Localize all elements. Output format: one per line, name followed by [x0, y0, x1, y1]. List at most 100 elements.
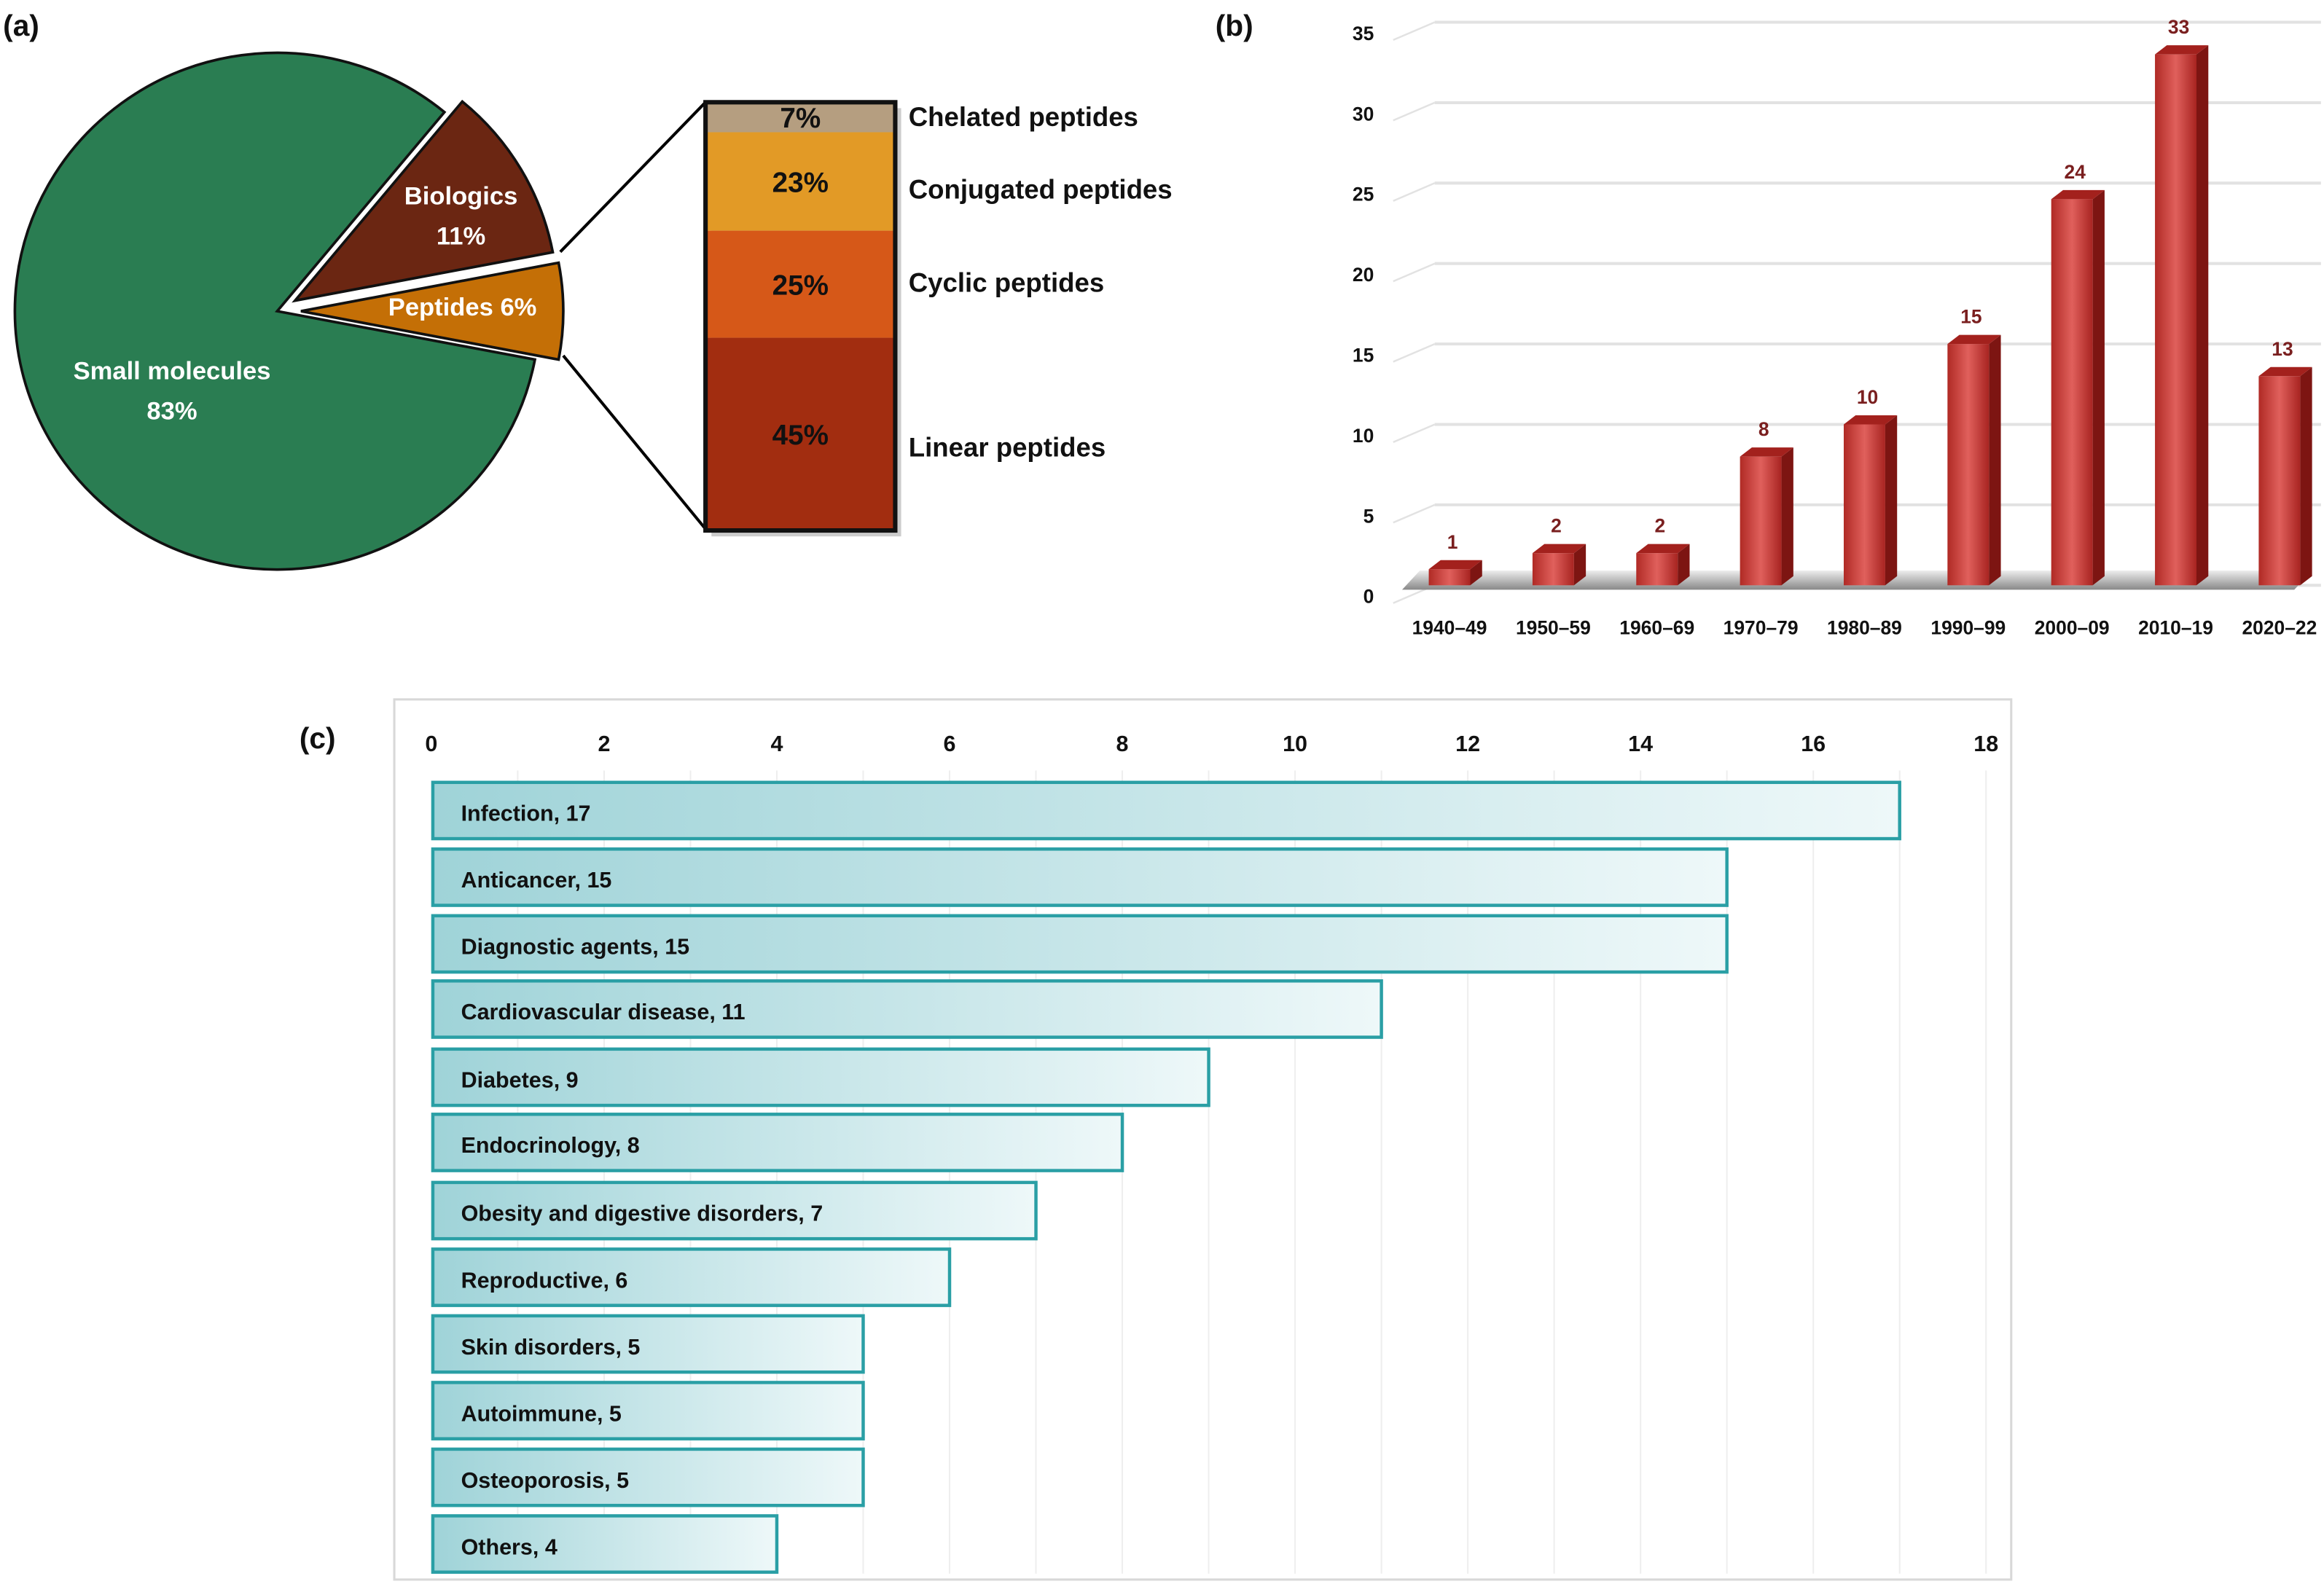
bar-label-diabetes: Diabetes, 9 — [461, 1068, 579, 1093]
bar-reproductive — [431, 1247, 952, 1307]
bar-value-label: 10 — [1857, 386, 1878, 408]
bar-1980-89 — [1843, 424, 1885, 586]
gridline-depth — [1393, 101, 1436, 122]
x-tick-label: 1990–99 — [1930, 616, 2006, 638]
x-tick-label: 10 — [1283, 732, 1307, 756]
x-tick-label: 16 — [1801, 732, 1826, 756]
connector-line-top — [559, 101, 707, 254]
pie-value-small-molecules: 83% — [146, 398, 197, 426]
y-tick-label: 15 — [1353, 345, 1374, 366]
panel-a: (a) Small molecules 83% Biologics 11% Pe… — [3, 9, 1173, 571]
bar-side-1960-69 — [1678, 544, 1690, 586]
x-tick-label: 18 — [1973, 732, 1998, 756]
pie-label-peptides: Peptides 6% — [388, 294, 537, 321]
bar-value-label: 8 — [1758, 418, 1769, 440]
bar-label-osteoporosis: Osteoporosis, 5 — [461, 1468, 630, 1493]
bar-side-1940-49 — [1470, 560, 1482, 586]
stack-border — [703, 100, 898, 533]
bar-anticancer — [431, 847, 1729, 907]
bar-top-2010-19 — [2155, 45, 2209, 55]
panel-c: (c) 0 2 4 6 8 10 12 14 16 18 Infection, 17 Anticanc… — [300, 698, 2013, 1581]
bar-top-1940-49 — [1428, 560, 1482, 570]
bar-autoimmune — [431, 1381, 865, 1440]
panel-label-a: (a) — [3, 9, 39, 42]
bar-2020-22 — [2258, 376, 2301, 586]
bar-side-1980-89 — [1885, 415, 1898, 586]
bar-label-obesity-and-digestive-disorders: Obesity and digestive disorders, 7 — [461, 1201, 823, 1226]
bar-obesity-and-digestive-disorders — [431, 1180, 1038, 1241]
x-tick-label: 0 — [425, 732, 437, 756]
y-tick-label: 25 — [1353, 184, 1374, 205]
bar-label-infection: Infection, 17 — [461, 801, 591, 826]
x-tick-label: 2 — [598, 732, 610, 756]
bar-top-2000-09 — [2051, 189, 2105, 200]
gridline-depth — [1393, 182, 1436, 202]
pie-slice-peptides — [300, 261, 565, 361]
gridline-depth — [1393, 21, 1436, 42]
y-tick-label: 30 — [1353, 103, 1374, 125]
bar-chart-by-indication: 0 2 4 6 8 10 12 14 16 18 Infection, 17 Anticancer, … — [425, 732, 1998, 1574]
gridline-depth — [1393, 503, 1436, 524]
bar-value-label: 2 — [1551, 515, 1562, 537]
y-tick-label: 35 — [1353, 23, 1374, 44]
bar-1960-69 — [1636, 553, 1678, 586]
gridline-depth — [1393, 262, 1436, 283]
stack-segment-conjugated-peptides — [705, 132, 896, 231]
pie-slice-biologics — [292, 99, 555, 303]
bar-infection — [431, 780, 1901, 841]
gridline-depth — [1393, 342, 1436, 363]
stack-segment-cyclic-peptides — [705, 230, 896, 338]
bar-side-1990-99 — [1989, 334, 2001, 586]
panel-b: (b) 0 5 10 15 20 25 30 35 1 1940–49 2 1950–59 2 1960–… — [1216, 9, 2321, 638]
stack-label-chelated-peptides: Chelated peptides — [909, 102, 1138, 132]
stack-value-conjugated-peptides: 23% — [772, 167, 829, 198]
y-tick-label: 0 — [1364, 586, 1374, 608]
bar-top-1980-89 — [1843, 415, 1898, 425]
stack-label-cyclic-peptides: Cyclic peptides — [909, 268, 1104, 298]
bar-1990-99 — [1947, 344, 1990, 586]
x-tick-label: 1950–59 — [1516, 616, 1591, 638]
bar-2010-19 — [2155, 54, 2197, 586]
pie-value-biologics: 11% — [437, 223, 485, 251]
bar-diabetes — [431, 1047, 1210, 1107]
bar-diagnostic-agents — [431, 914, 1729, 974]
panel-label-b: (b) — [1216, 9, 1253, 42]
bar-label-autoimmune: Autoimmune, 5 — [461, 1401, 622, 1426]
bar-label-cardiovascular-disease: Cardiovascular disease, 11 — [461, 1000, 746, 1024]
bar-label-endocrinology: Endocrinology, 8 — [461, 1133, 640, 1158]
bar-value-label: 15 — [1960, 306, 1981, 328]
x-tick-label: 2000–09 — [2035, 616, 2110, 638]
bar-side-2020-22 — [2300, 366, 2312, 586]
x-tick-label: 2010–19 — [2138, 616, 2213, 638]
peptide-breakdown-bar: 7% Chelated peptides 23% Conjugated peptide… — [703, 100, 1173, 537]
x-tick-label: 1960–69 — [1619, 616, 1694, 638]
stack-segment-linear-peptides — [705, 337, 896, 531]
x-tick-label: 8 — [1116, 732, 1129, 756]
bar-others — [431, 1514, 779, 1574]
stack-segment-chelated-peptides — [705, 102, 896, 133]
bar-cardiovascular-disease — [431, 979, 1383, 1039]
bar-value-label: 2 — [1654, 515, 1665, 537]
bar-side-2000-09 — [2092, 189, 2105, 586]
stack-value-linear-peptides: 45% — [772, 420, 829, 451]
pie-chart — [13, 51, 565, 571]
bar-side-1970-79 — [1781, 447, 1793, 586]
stack-value-cyclic-peptides: 25% — [772, 270, 829, 301]
bar-value-label: 13 — [2272, 338, 2293, 360]
bar-label-reproductive: Reproductive, 6 — [461, 1268, 628, 1293]
x-tick-label: 1980–89 — [1827, 616, 1902, 638]
bar-value-label: 24 — [2065, 161, 2086, 183]
bar-side-1950-59 — [1573, 544, 1586, 586]
y-tick-label: 10 — [1353, 425, 1374, 447]
stack-label-conjugated-peptides: Conjugated peptides — [909, 175, 1173, 205]
stack-value-chelated-peptides: 7% — [780, 103, 821, 134]
x-tick-label: 4 — [770, 732, 783, 756]
bar-value-label: 33 — [2168, 16, 2189, 38]
bar-label-anticancer: Anticancer, 15 — [461, 868, 612, 893]
y-tick-label: 5 — [1364, 505, 1374, 527]
pie-label-small-molecules: Small molecules — [74, 358, 271, 385]
panel-label-c: (c) — [300, 721, 336, 755]
bar-label-skin-disorders: Skin disorders, 5 — [461, 1335, 641, 1360]
bar-label-diagnostic-agents: Diagnostic agents, 15 — [461, 935, 690, 960]
y-tick-label: 20 — [1353, 264, 1374, 286]
